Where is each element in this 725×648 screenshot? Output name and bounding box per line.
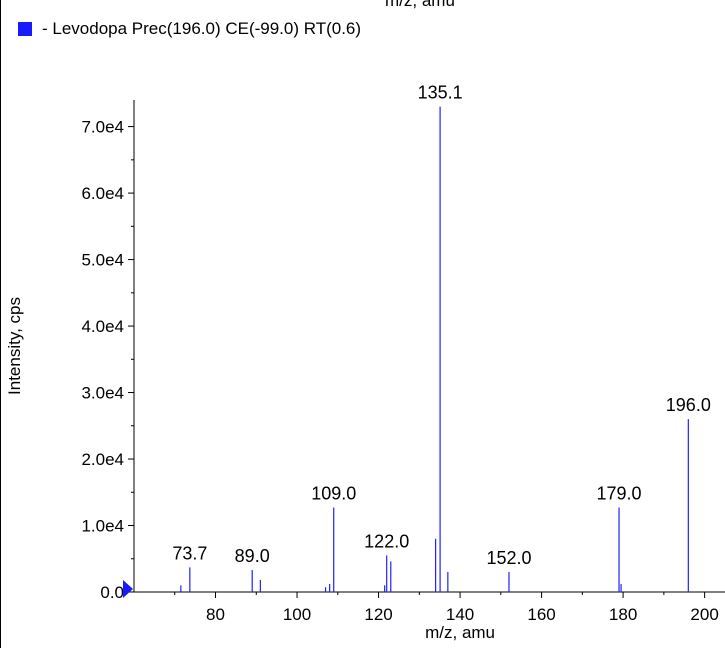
x-tick-label: 200 (690, 605, 718, 624)
y-tick-label: 2.0e4 (81, 450, 124, 469)
peak-label: 152.0 (486, 548, 531, 568)
y-tick-label: 6.0e4 (81, 184, 124, 203)
x-tick-label: 80 (206, 605, 225, 624)
peak-label: 89.0 (235, 546, 270, 566)
x-axis-title: m/z, amu (425, 623, 495, 642)
peak-label: 196.0 (666, 395, 711, 415)
peak-label: 109.0 (311, 484, 356, 504)
x-tick-label: 180 (609, 605, 637, 624)
legend-swatch (18, 22, 32, 36)
y-tick-label: 4.0e4 (81, 317, 124, 336)
peak-label: 73.7 (172, 543, 207, 563)
x-tick-label: 100 (283, 605, 311, 624)
x-tick-label: 140 (446, 605, 474, 624)
origin-marker-icon (123, 580, 133, 598)
peak-label: 135.1 (418, 83, 463, 103)
panel-left-border (0, 0, 1, 648)
legend-label: - Levodopa Prec(196.0) CE(-99.0) RT(0.6) (42, 19, 362, 38)
legend: - Levodopa Prec(196.0) CE(-99.0) RT(0.6) (18, 19, 361, 39)
x-tick-label: 120 (364, 605, 392, 624)
y-axis-title: Intensity, cps (5, 297, 24, 395)
y-tick-label: 0.0 (100, 583, 124, 602)
x-tick-label: 160 (527, 605, 555, 624)
top-axis-label: m/z, amu (385, 0, 455, 10)
y-tick-label: 5.0e4 (81, 251, 124, 270)
peak-label: 179.0 (597, 484, 642, 504)
peak-label: 122.0 (364, 531, 409, 551)
y-tick-label: 3.0e4 (81, 384, 124, 403)
y-tick-label: 7.0e4 (81, 118, 124, 137)
y-tick-label: 1.0e4 (81, 517, 124, 536)
